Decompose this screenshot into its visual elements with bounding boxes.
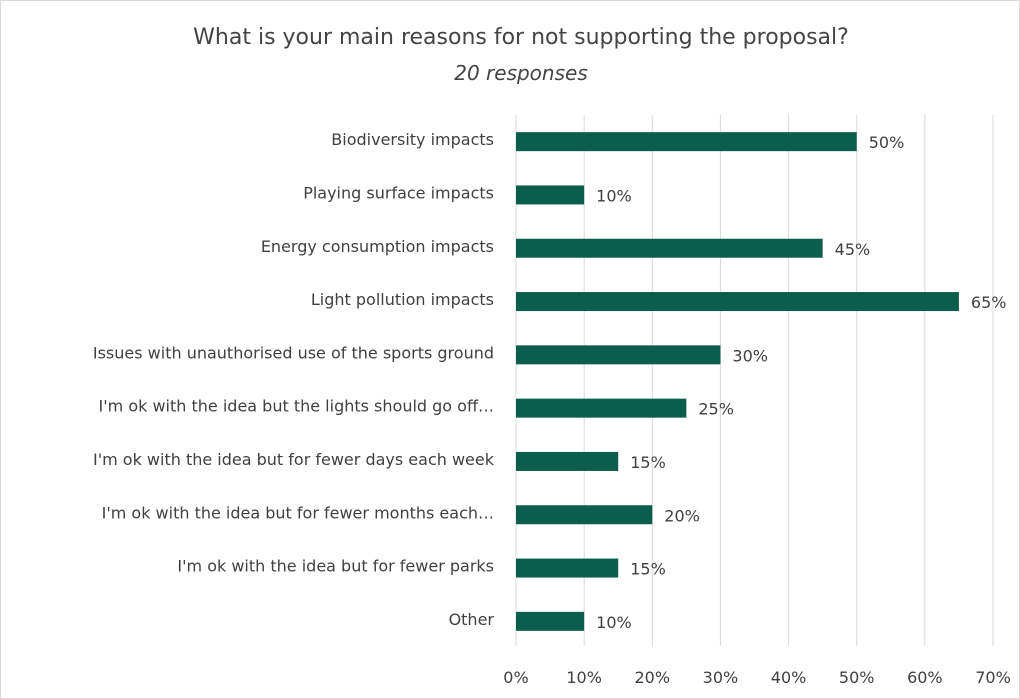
category-label: I'm ok with the idea but for fewer parks (177, 557, 494, 576)
category-label: I'm ok with the idea but for fewer days … (93, 450, 495, 469)
data-label: 30% (732, 346, 768, 365)
gridlines (515, 115, 994, 646)
data-label: 15% (630, 453, 666, 472)
x-tick-label: 40% (771, 668, 807, 687)
bar (516, 611, 585, 631)
x-tick-label: 0% (503, 668, 528, 687)
bar (516, 558, 619, 578)
category-label: I'm ok with the idea but the lights shou… (99, 397, 494, 416)
data-label: 15% (630, 560, 666, 579)
data-label: 45% (835, 240, 871, 259)
bar (516, 292, 959, 312)
data-label: 20% (664, 506, 700, 525)
x-tick-label: 60% (907, 668, 943, 687)
category-label: Light pollution impacts (311, 290, 494, 309)
category-label: Energy consumption impacts (261, 237, 494, 256)
data-labels: 50% 10% 45% 65% 30% 25% 15% 20% 15% 10% (596, 133, 1006, 632)
chart-subtitle: 20 responses (454, 61, 588, 85)
bar-series (516, 132, 959, 631)
x-axis-ticks: 0% 10% 20% 30% 40% 50% 60% 70% (503, 668, 1010, 687)
category-label: Issues with unauthorised use of the spor… (93, 343, 494, 362)
bar (516, 132, 857, 152)
bar (516, 185, 585, 205)
x-tick-label: 50% (839, 668, 875, 687)
chart-title: What is your main reasons for not suppor… (193, 25, 849, 50)
bar (516, 345, 721, 365)
x-tick-label: 20% (635, 668, 671, 687)
bar (516, 451, 619, 471)
category-label: Biodiversity impacts (331, 130, 494, 149)
data-label: 65% (971, 293, 1007, 312)
category-label: I'm ok with the idea but for fewer month… (102, 503, 494, 522)
category-labels: Biodiversity impacts Playing surface impa… (93, 130, 495, 629)
data-label: 10% (596, 186, 632, 205)
category-label: Playing surface impacts (303, 183, 494, 202)
x-tick-label: 10% (566, 668, 602, 687)
bar (516, 398, 687, 418)
data-label: 25% (698, 400, 734, 419)
category-label: Other (449, 610, 495, 629)
bar (516, 238, 823, 258)
x-tick-label: 70% (975, 668, 1011, 687)
data-label: 10% (596, 613, 632, 632)
data-label: 50% (869, 133, 905, 152)
x-tick-label: 30% (703, 668, 739, 687)
bar (516, 505, 653, 525)
